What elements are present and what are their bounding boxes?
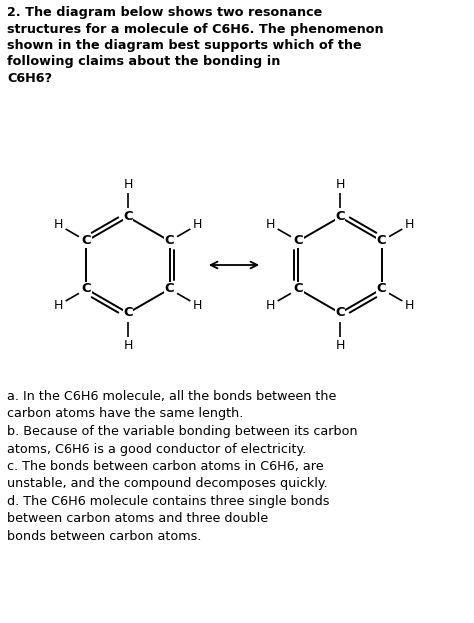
Text: H: H xyxy=(193,218,202,231)
Text: H: H xyxy=(335,178,345,191)
Text: C: C xyxy=(165,282,174,295)
Text: C: C xyxy=(335,307,345,320)
Text: H: H xyxy=(123,339,133,352)
Text: C: C xyxy=(165,234,174,247)
Text: H: H xyxy=(54,299,63,312)
Text: C: C xyxy=(82,282,91,295)
Text: C: C xyxy=(293,234,303,247)
Text: C: C xyxy=(377,282,386,295)
Text: H: H xyxy=(265,299,275,312)
Text: H: H xyxy=(193,299,202,312)
Text: C: C xyxy=(335,211,345,224)
Text: C: C xyxy=(377,234,386,247)
Text: H: H xyxy=(123,178,133,191)
Text: C: C xyxy=(123,307,133,320)
Text: a. In the C6H6 molecule, all the bonds between the
carbon atoms have the same le: a. In the C6H6 molecule, all the bonds b… xyxy=(7,390,357,543)
Text: H: H xyxy=(405,299,415,312)
Text: C: C xyxy=(293,282,303,295)
Text: H: H xyxy=(265,218,275,231)
Text: 2. The diagram below shows two resonance
structures for a molecule of C6H6. The : 2. The diagram below shows two resonance… xyxy=(7,6,383,85)
Text: C: C xyxy=(123,211,133,224)
Text: H: H xyxy=(405,218,415,231)
Text: H: H xyxy=(54,218,63,231)
Text: H: H xyxy=(335,339,345,352)
Text: C: C xyxy=(82,234,91,247)
